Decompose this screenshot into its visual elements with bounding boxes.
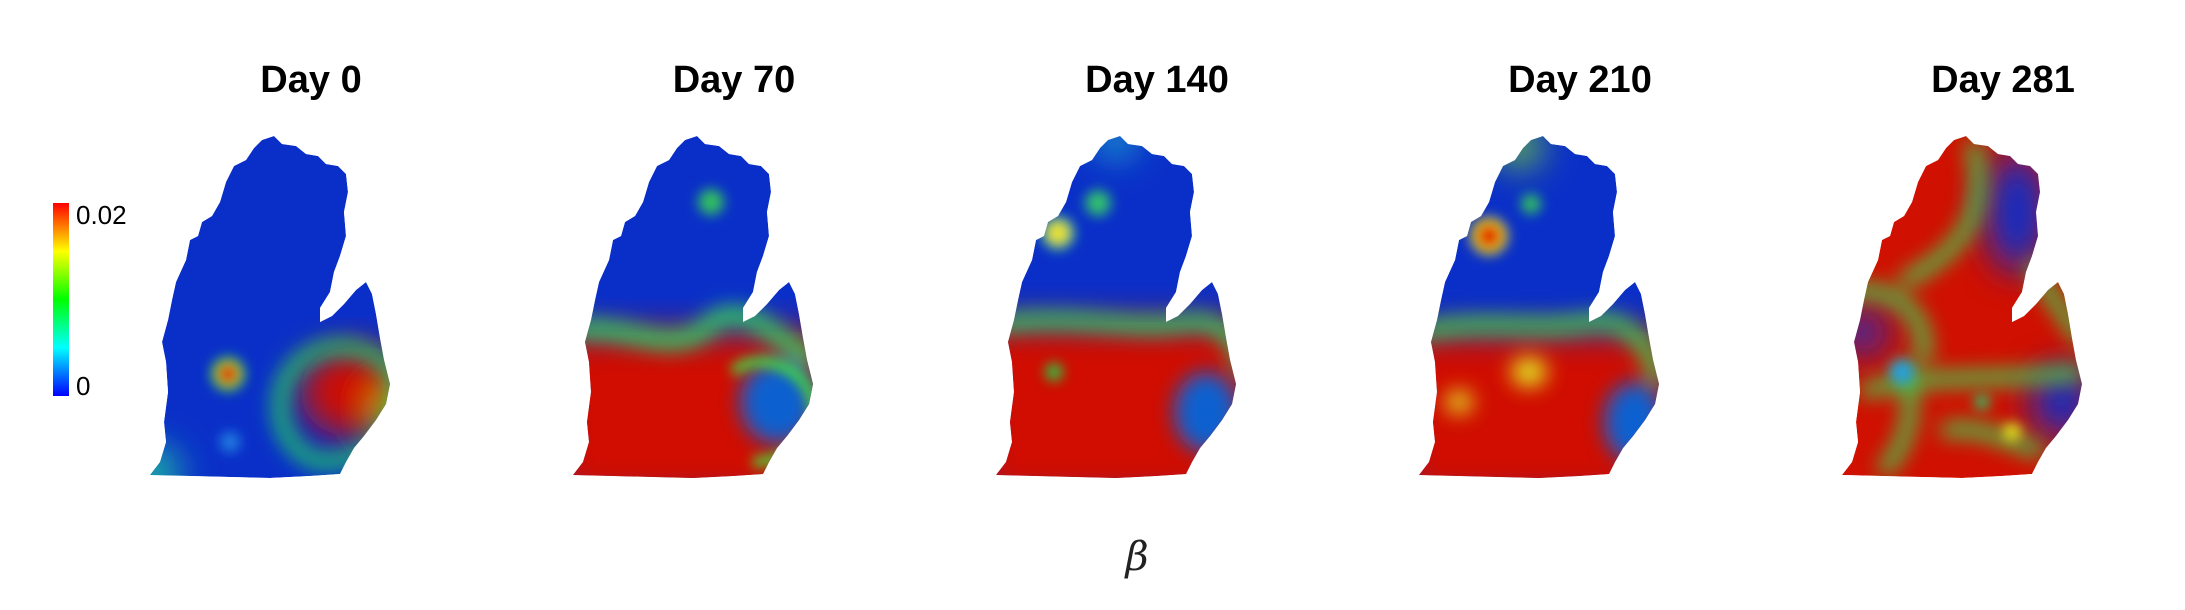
map-day-210 xyxy=(1419,136,1659,478)
map-day-70 xyxy=(573,136,813,478)
panel-title-day-210: Day 210 xyxy=(1508,59,1652,101)
panel-title-day-70: Day 70 xyxy=(673,59,796,101)
panel-title-day-281: Day 281 xyxy=(1931,59,2075,101)
panel-title-day-0: Day 0 xyxy=(260,59,361,101)
colorbar: 0.02 0 xyxy=(53,200,127,401)
panel-title-day-140: Day 140 xyxy=(1085,59,1229,101)
colorbar-gradient xyxy=(53,203,69,396)
variable-label: β xyxy=(1123,534,1148,580)
map-day-281 xyxy=(1842,136,2082,478)
map-day-140 xyxy=(996,136,1236,478)
colorbar-min-label: 0 xyxy=(76,371,90,401)
colorbar-max-label: 0.02 xyxy=(76,200,127,230)
map-day-0 xyxy=(150,136,390,478)
